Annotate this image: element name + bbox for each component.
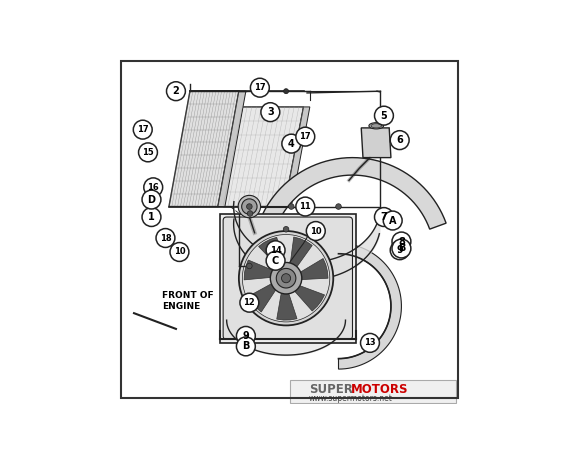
Circle shape	[167, 82, 185, 101]
Text: A: A	[389, 216, 397, 226]
Text: D: D	[147, 195, 155, 205]
FancyBboxPatch shape	[223, 217, 353, 340]
Text: 17: 17	[299, 132, 311, 141]
Polygon shape	[169, 91, 239, 207]
Circle shape	[246, 263, 252, 269]
Circle shape	[176, 89, 180, 93]
Circle shape	[236, 337, 255, 356]
Circle shape	[238, 195, 260, 218]
Text: FRONT OF
ENGINE: FRONT OF ENGINE	[162, 291, 214, 311]
Text: 14: 14	[270, 246, 281, 255]
Circle shape	[142, 207, 161, 227]
Circle shape	[247, 211, 253, 217]
Circle shape	[133, 120, 152, 139]
Text: 17: 17	[254, 83, 266, 92]
Circle shape	[283, 227, 289, 232]
Text: B: B	[398, 243, 405, 253]
Text: B: B	[242, 341, 250, 351]
Text: SUPER: SUPER	[309, 383, 353, 396]
Circle shape	[144, 178, 163, 197]
Text: 4: 4	[288, 138, 295, 148]
Polygon shape	[361, 128, 391, 158]
Circle shape	[375, 106, 393, 125]
Circle shape	[266, 252, 285, 270]
Polygon shape	[338, 243, 401, 369]
Circle shape	[142, 190, 161, 209]
Text: 9: 9	[242, 331, 249, 341]
Text: 6: 6	[396, 135, 403, 145]
Polygon shape	[277, 293, 297, 320]
Circle shape	[390, 131, 409, 149]
Text: 11: 11	[299, 202, 311, 211]
Circle shape	[236, 326, 255, 345]
Polygon shape	[248, 284, 276, 312]
Text: 13: 13	[364, 338, 376, 347]
Ellipse shape	[369, 123, 384, 129]
Circle shape	[392, 239, 411, 258]
Circle shape	[242, 235, 330, 322]
Polygon shape	[253, 158, 446, 291]
Circle shape	[170, 242, 189, 262]
Text: 16: 16	[147, 183, 159, 192]
Circle shape	[289, 204, 294, 209]
Text: MOTORS: MOTORS	[351, 383, 408, 396]
Text: 17: 17	[137, 125, 149, 134]
Circle shape	[392, 232, 411, 251]
Circle shape	[375, 207, 393, 227]
Polygon shape	[284, 107, 310, 207]
Circle shape	[282, 134, 301, 153]
Circle shape	[138, 143, 158, 162]
Circle shape	[246, 204, 252, 209]
Text: 5: 5	[381, 111, 388, 121]
Polygon shape	[290, 237, 312, 267]
Text: 2: 2	[172, 86, 179, 96]
Text: 15: 15	[142, 148, 154, 157]
Polygon shape	[223, 107, 303, 207]
Polygon shape	[218, 91, 246, 207]
Text: 1: 1	[148, 212, 155, 222]
Circle shape	[250, 78, 270, 97]
Circle shape	[336, 204, 341, 209]
Ellipse shape	[371, 123, 381, 128]
Circle shape	[240, 293, 259, 312]
Circle shape	[261, 103, 280, 122]
Text: 12: 12	[244, 298, 255, 307]
Circle shape	[242, 199, 257, 214]
Text: 3: 3	[267, 107, 273, 117]
Circle shape	[306, 222, 325, 241]
Bar	[289, 380, 455, 403]
Text: 10: 10	[310, 227, 321, 236]
Circle shape	[156, 228, 175, 247]
Polygon shape	[244, 260, 272, 280]
Polygon shape	[259, 237, 284, 266]
Circle shape	[296, 197, 315, 216]
Text: 7: 7	[381, 212, 388, 222]
Text: 18: 18	[160, 233, 171, 242]
Circle shape	[266, 241, 285, 260]
Circle shape	[270, 262, 302, 294]
Text: www.supermotors.net: www.supermotors.net	[309, 394, 393, 403]
Text: C: C	[272, 256, 279, 266]
Text: 10: 10	[173, 247, 185, 257]
Circle shape	[383, 211, 402, 230]
Text: 8: 8	[398, 237, 405, 247]
Circle shape	[281, 274, 290, 283]
Text: 9: 9	[396, 245, 403, 255]
Circle shape	[239, 231, 333, 326]
Circle shape	[360, 333, 380, 352]
Circle shape	[276, 268, 296, 288]
Circle shape	[390, 241, 409, 260]
Circle shape	[296, 127, 315, 146]
Polygon shape	[301, 258, 328, 280]
Bar	[220, 213, 356, 343]
Circle shape	[284, 89, 289, 94]
Polygon shape	[295, 286, 324, 311]
